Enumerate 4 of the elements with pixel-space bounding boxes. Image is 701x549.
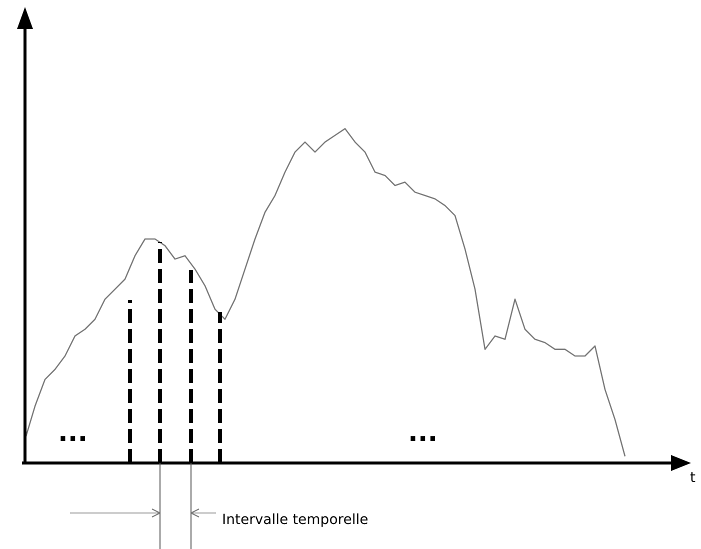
annotation: ... [408,418,438,448]
x-axis-title: t [690,470,696,486]
annotation: ... [58,418,88,448]
text: Intervalle temporelle [222,512,368,528]
